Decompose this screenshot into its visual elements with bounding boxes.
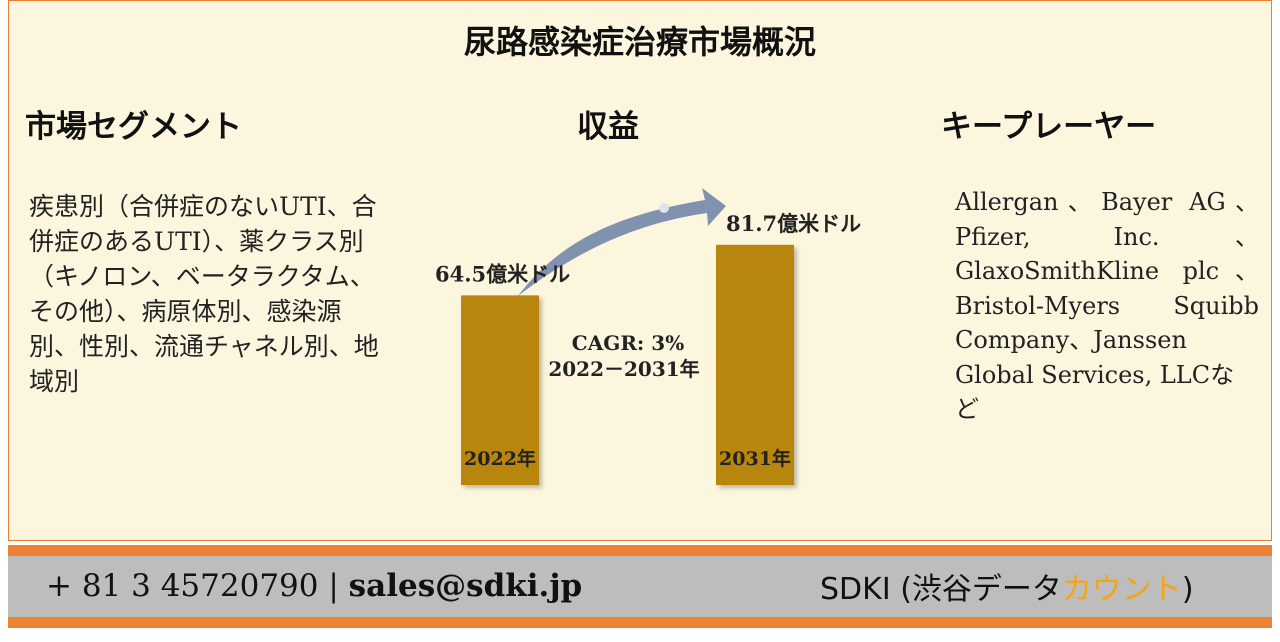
brand-main: SDKI (渋谷データ	[820, 572, 1062, 607]
revenue-heading: 収益	[577, 109, 639, 145]
brand-accent: カウント	[1061, 572, 1182, 607]
brand-end: )	[1181, 572, 1194, 607]
category-label: 2031年	[719, 447, 791, 470]
players-heading: キープレーヤー	[941, 109, 1157, 145]
footer-band	[8, 556, 1272, 617]
segments-text: 疾患別（合併症のないUTI、合併症のあるUTI）、薬クラス別（キノロン、ベータラ…	[29, 192, 379, 396]
bars-group: 64.5億米ドル 2022年 81.7億米ドル 2031年	[435, 211, 861, 485]
player-line: ど	[955, 395, 979, 423]
bar-2031年	[716, 244, 794, 485]
cagr-label: CAGR: 3%	[572, 331, 684, 355]
player-line: Allergan、Bayer AG、	[955, 188, 1259, 216]
separator: |	[328, 568, 339, 604]
infographic-panel: 尿路感染症治療市場概況 市場セグメント 収益 キープレーヤー 疾患別（合併症のな…	[8, 0, 1272, 541]
player-line: Global Services, LLCな	[955, 360, 1235, 389]
player-line: Bristol-Myers Squibb	[955, 291, 1259, 320]
player-line: Company、Janssen	[955, 326, 1187, 354]
segments-heading: 市場セグメント	[25, 109, 242, 145]
cagr-period-label: 2022－2031年	[548, 357, 699, 381]
bar-2022年	[461, 295, 539, 485]
footer-top-band	[8, 545, 1272, 556]
footer-bottom-band	[8, 617, 1272, 628]
brand-logo: SDKI (渋谷データカウント)	[820, 564, 1194, 608]
arrow-dot	[659, 203, 669, 213]
key-players-list: Allergan、Bayer AG、 Pfizer, Inc.、 GlaxoSm…	[955, 185, 1259, 427]
player-line: Pfizer, Inc.、	[955, 222, 1259, 251]
player-line: GlaxoSmithKline plc、	[955, 257, 1259, 285]
growth-arrow	[518, 188, 726, 296]
page-title: 尿路感染症治療市場概況	[463, 23, 816, 61]
contact-info: + 81 3 45720790 | sales@sdki.jp	[46, 568, 582, 604]
phone-number[interactable]: + 81 3 45720790	[46, 568, 319, 604]
category-label: 2022年	[464, 447, 536, 470]
email-link[interactable]: sales@sdki.jp	[348, 568, 583, 604]
value-label: 81.7億米ドル	[726, 211, 861, 236]
value-label: 64.5億米ドル	[435, 261, 570, 286]
